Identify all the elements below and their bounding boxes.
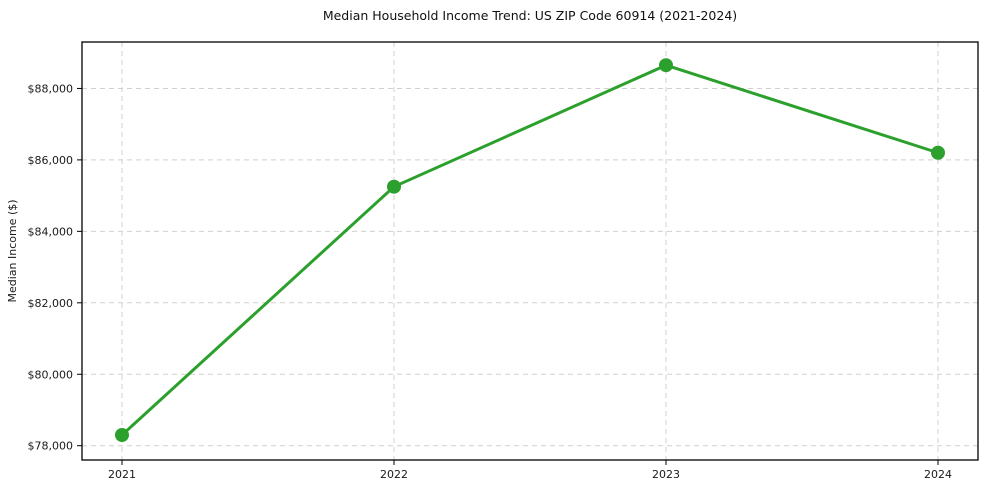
trend-line xyxy=(120,63,940,437)
y-tick-label: $78,000 xyxy=(28,440,74,453)
plot-layer: $78,000 $80,000 $82,000 $84,000 $86,000 $88,0… xyxy=(28,41,979,481)
y-tick-label: $82,000 xyxy=(28,297,74,310)
x-tick-label: 2023 xyxy=(652,468,680,481)
y-tick-label: $86,000 xyxy=(28,154,74,167)
x-tick-label: 2021 xyxy=(108,468,136,481)
y-tick-label: $84,000 xyxy=(28,225,74,238)
y-tick-label: $88,000 xyxy=(28,82,74,95)
y-axis-label: Median Income ($) xyxy=(6,199,19,302)
data-point-2021 xyxy=(115,427,129,442)
data-point-2022 xyxy=(387,179,401,194)
data-point-2023 xyxy=(659,58,673,73)
x-tick-label: 2022 xyxy=(380,468,408,481)
x-tick-label: 2024 xyxy=(924,468,952,481)
chart-title: Median Household Income Trend: US ZIP Co… xyxy=(322,8,738,23)
data-point-2024 xyxy=(931,145,945,160)
y-tick-label: $80,000 xyxy=(28,368,74,381)
plot-border xyxy=(81,41,979,461)
